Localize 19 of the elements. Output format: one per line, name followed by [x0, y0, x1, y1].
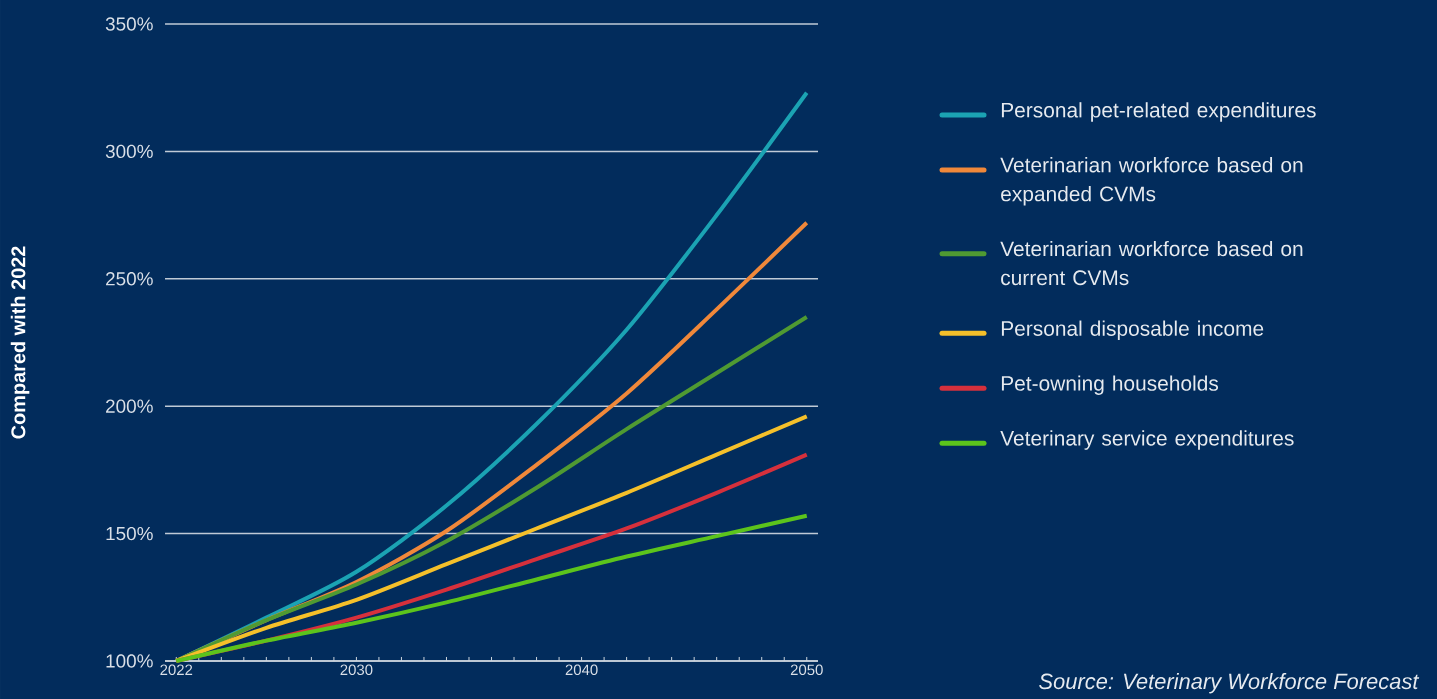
legend-label: Veterinarian workforce based on current CVMs [1000, 240, 1303, 286]
legend-label: Personal disposable income [1001, 320, 1264, 341]
x-tick-label: 2030 [340, 664, 373, 676]
y-tick-label: 100% [106, 654, 153, 668]
legend-label: Personal pet-related expenditures [1001, 102, 1316, 122]
source-note: Source: Veterinary Workforce Forecast [1039, 673, 1420, 694]
x-tick-label: 2022 [160, 664, 193, 676]
legend-label: Veterinary service expenditures [1000, 430, 1294, 450]
y-tick-label: 350% [105, 17, 153, 31]
y-tick-label: 250% [106, 272, 153, 286]
y-tick-label: 150% [106, 526, 153, 541]
x-tick-label: 2050 [790, 664, 823, 676]
line-series [174, 513, 809, 663]
y-tick-label: 200% [106, 399, 153, 413]
legend-label: Pet-owning households [1001, 375, 1219, 395]
x-tick-label: 2040 [565, 664, 598, 676]
legend-label: Veterinarian workforce based on expanded CVMs [1000, 157, 1303, 206]
y-tick-label: 300% [105, 144, 153, 159]
y-axis-title: Compared with 2022 [10, 246, 30, 439]
